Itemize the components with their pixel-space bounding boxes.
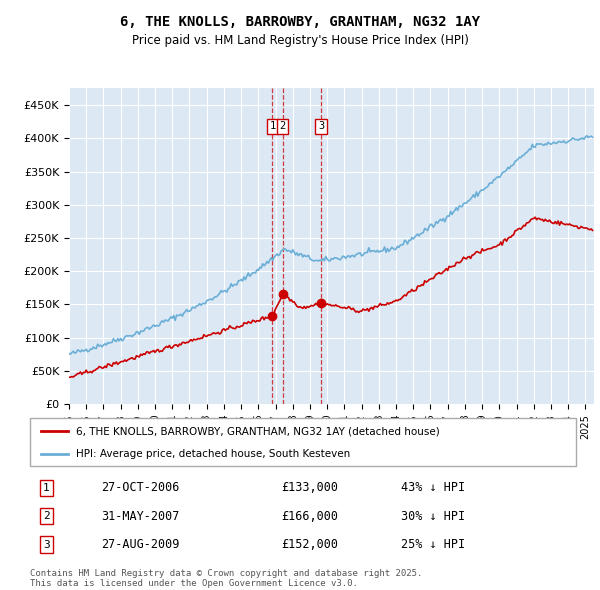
- Text: 3: 3: [318, 122, 324, 132]
- Text: 25% ↓ HPI: 25% ↓ HPI: [401, 538, 466, 551]
- Text: HPI: Average price, detached house, South Kesteven: HPI: Average price, detached house, Sout…: [76, 449, 350, 459]
- Text: 6, THE KNOLLS, BARROWBY, GRANTHAM, NG32 1AY: 6, THE KNOLLS, BARROWBY, GRANTHAM, NG32 …: [120, 15, 480, 29]
- Text: 1: 1: [269, 122, 275, 132]
- Text: 6, THE KNOLLS, BARROWBY, GRANTHAM, NG32 1AY (detached house): 6, THE KNOLLS, BARROWBY, GRANTHAM, NG32 …: [76, 426, 440, 436]
- Text: £133,000: £133,000: [281, 481, 338, 494]
- Text: 2: 2: [43, 512, 50, 521]
- Text: 30% ↓ HPI: 30% ↓ HPI: [401, 510, 466, 523]
- Text: £152,000: £152,000: [281, 538, 338, 551]
- Text: 1: 1: [43, 483, 50, 493]
- Text: 2: 2: [280, 122, 286, 132]
- Text: £166,000: £166,000: [281, 510, 338, 523]
- Text: 27-AUG-2009: 27-AUG-2009: [101, 538, 179, 551]
- Text: 31-MAY-2007: 31-MAY-2007: [101, 510, 179, 523]
- Text: 3: 3: [43, 540, 50, 549]
- Text: 43% ↓ HPI: 43% ↓ HPI: [401, 481, 466, 494]
- Text: Price paid vs. HM Land Registry's House Price Index (HPI): Price paid vs. HM Land Registry's House …: [131, 34, 469, 47]
- FancyBboxPatch shape: [30, 418, 576, 466]
- Text: Contains HM Land Registry data © Crown copyright and database right 2025.
This d: Contains HM Land Registry data © Crown c…: [30, 569, 422, 588]
- Text: 27-OCT-2006: 27-OCT-2006: [101, 481, 179, 494]
